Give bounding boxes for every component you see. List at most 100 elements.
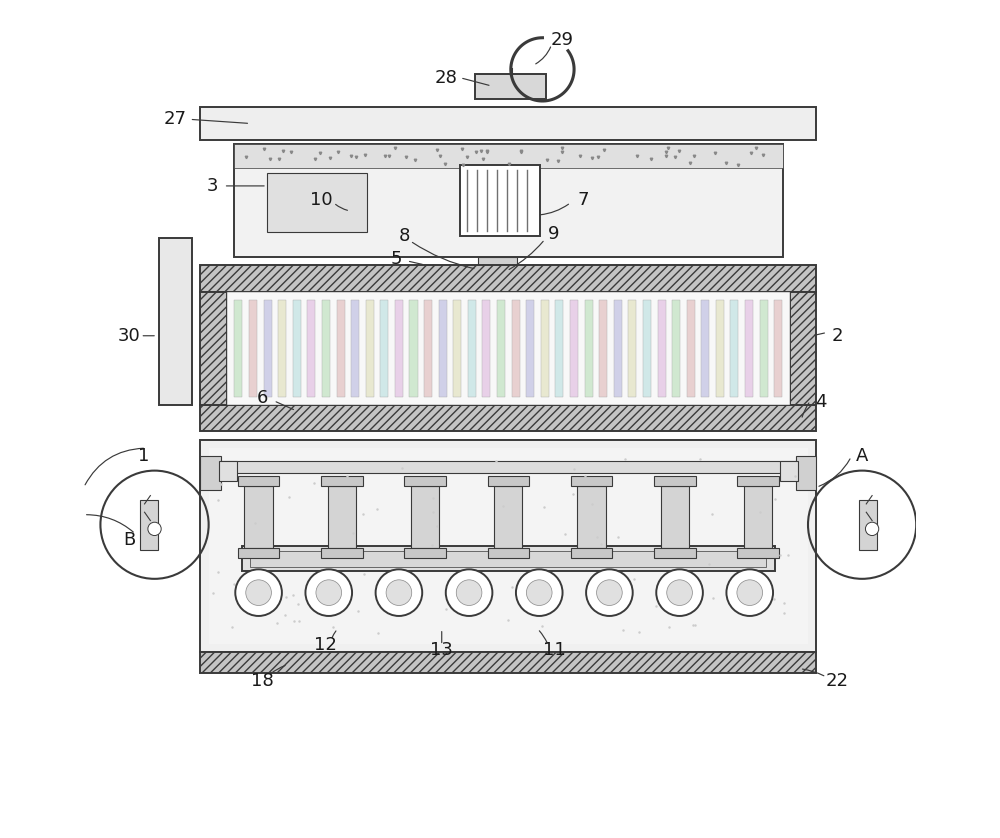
Bar <box>760 300 768 396</box>
Text: A: A <box>856 447 868 465</box>
Bar <box>409 300 418 396</box>
Circle shape <box>597 580 622 606</box>
Bar <box>249 300 257 396</box>
Bar <box>264 300 272 396</box>
Bar <box>411 485 439 548</box>
Bar <box>140 499 158 550</box>
Text: 18: 18 <box>251 672 274 691</box>
Bar <box>200 292 227 405</box>
Text: 30: 30 <box>118 327 141 344</box>
Bar <box>242 546 775 572</box>
Bar <box>484 283 511 304</box>
Bar <box>250 551 766 567</box>
Bar <box>380 300 388 396</box>
Text: 2: 2 <box>831 327 843 344</box>
Text: 3: 3 <box>207 177 219 195</box>
Bar <box>200 440 816 652</box>
Circle shape <box>148 522 161 535</box>
Bar <box>307 300 315 396</box>
Circle shape <box>656 569 703 616</box>
Bar <box>570 300 578 396</box>
Circle shape <box>667 580 692 606</box>
Bar <box>716 300 724 396</box>
Text: B: B <box>123 530 136 549</box>
Circle shape <box>235 569 282 616</box>
Bar <box>278 300 286 396</box>
Circle shape <box>305 569 352 616</box>
Text: 22: 22 <box>826 672 849 691</box>
Bar <box>366 300 374 396</box>
Text: 27: 27 <box>164 111 187 128</box>
Bar <box>352 304 643 319</box>
Bar <box>482 300 490 396</box>
Bar <box>200 265 816 292</box>
Circle shape <box>865 522 879 535</box>
Bar <box>267 173 367 231</box>
Bar <box>790 292 816 405</box>
Circle shape <box>456 580 482 606</box>
Text: 4: 4 <box>815 393 826 411</box>
Bar <box>780 461 798 482</box>
Bar <box>200 106 816 140</box>
Bar <box>672 300 680 396</box>
Bar <box>661 485 689 548</box>
Bar <box>654 548 696 558</box>
Bar <box>424 300 432 396</box>
Text: 9: 9 <box>548 225 560 243</box>
Bar <box>238 548 279 558</box>
Bar <box>571 548 612 558</box>
Bar <box>321 548 363 558</box>
Bar <box>571 476 612 485</box>
Text: 5: 5 <box>390 251 402 268</box>
Bar <box>200 405 816 432</box>
Bar <box>209 448 808 644</box>
Circle shape <box>526 580 552 606</box>
Circle shape <box>316 580 342 606</box>
Bar <box>159 238 192 405</box>
Bar <box>658 300 666 396</box>
Bar <box>497 300 505 396</box>
Bar <box>213 461 804 473</box>
Bar <box>404 476 446 485</box>
Bar <box>687 300 695 396</box>
Bar <box>351 300 359 396</box>
Text: 28: 28 <box>434 69 457 86</box>
Text: 6: 6 <box>257 389 268 407</box>
Bar <box>585 300 593 396</box>
Bar <box>643 300 651 396</box>
Bar <box>460 165 540 235</box>
Text: 13: 13 <box>430 641 453 660</box>
Bar <box>439 300 447 396</box>
Bar <box>322 300 330 396</box>
Text: 29: 29 <box>551 31 574 49</box>
Text: 11: 11 <box>543 641 565 660</box>
Text: 7: 7 <box>577 191 589 209</box>
Text: 8: 8 <box>399 227 410 245</box>
Circle shape <box>386 580 412 606</box>
Circle shape <box>376 569 422 616</box>
Bar <box>796 457 816 489</box>
Bar <box>234 300 242 396</box>
Circle shape <box>446 569 492 616</box>
Bar <box>701 300 709 396</box>
Bar <box>859 499 877 550</box>
Bar <box>488 548 529 558</box>
Bar <box>774 300 782 396</box>
Bar <box>468 300 476 396</box>
Bar <box>737 476 779 485</box>
Circle shape <box>246 580 271 606</box>
Text: 12: 12 <box>314 636 337 654</box>
Bar <box>244 485 273 548</box>
Circle shape <box>586 569 633 616</box>
Bar <box>494 485 522 548</box>
Bar <box>234 144 783 168</box>
Bar <box>328 485 356 548</box>
Bar <box>200 652 816 673</box>
Bar <box>541 300 549 396</box>
Bar <box>526 300 534 396</box>
Bar <box>200 457 221 489</box>
Bar <box>744 485 772 548</box>
Bar <box>628 300 636 396</box>
Bar <box>577 485 606 548</box>
Bar <box>337 300 345 396</box>
